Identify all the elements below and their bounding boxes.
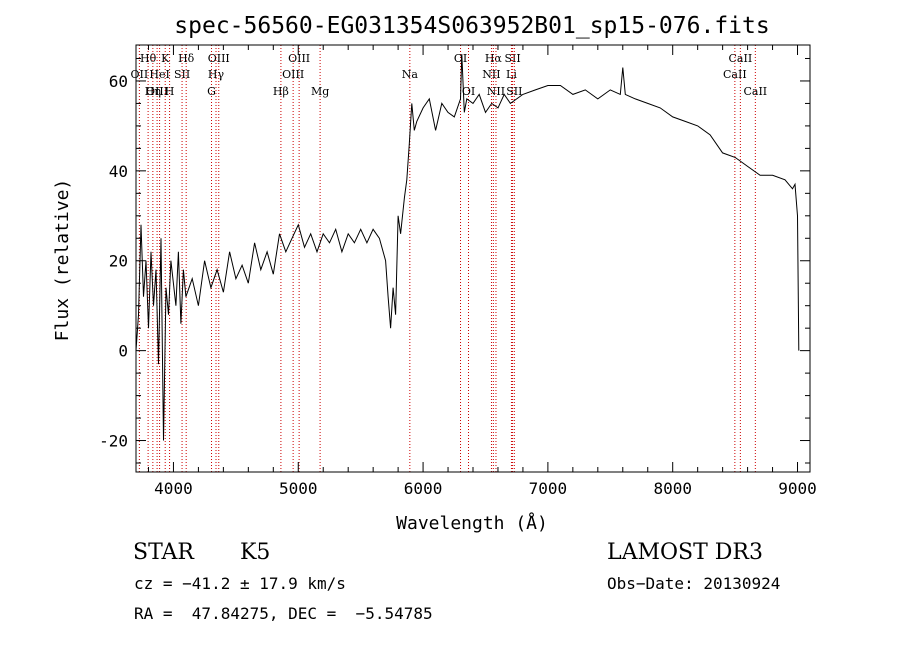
- line-marker-label: Hθ: [140, 52, 157, 65]
- line-marker-label: HeI: [149, 68, 169, 81]
- line-marker-label: G: [207, 85, 216, 98]
- line-marker-label: Mg: [311, 85, 329, 98]
- x-axis-label: Wavelength (Å): [396, 512, 548, 534]
- line-marker-label: NII: [482, 68, 500, 81]
- line-marker-label: NII: [487, 85, 505, 98]
- line-marker-label: Hβ: [273, 85, 289, 98]
- obs-date: Obs−Date: 20130924: [607, 574, 781, 593]
- y-tick-label: 20: [109, 252, 128, 271]
- line-marker-label: CaII: [743, 85, 767, 98]
- axis-ticks: 4000 5000 6000 7000 8000 9000 -20 0 20 40 60: [99, 45, 817, 498]
- x-tick-label: 6000: [404, 479, 443, 498]
- line-marker-label: CaII: [729, 52, 753, 65]
- line-marker-label: SII: [506, 85, 522, 98]
- line-marker-label: OIII: [146, 85, 168, 98]
- line-marker-label: Hδ: [178, 52, 195, 65]
- line-marker-label: OI: [462, 85, 475, 98]
- y-tick-label: 40: [109, 162, 128, 181]
- survey-name: LAMOST DR3: [607, 540, 763, 565]
- line-marker-label: H: [165, 85, 175, 98]
- x-tick-label: 8000: [653, 479, 692, 498]
- y-tick-label: 60: [109, 72, 128, 91]
- y-axis-label: Flux (relative): [52, 179, 73, 342]
- line-marker-label: CaII: [723, 68, 747, 81]
- line-marker-label: OIII: [282, 68, 304, 81]
- line-marker-label: Hη: [145, 85, 161, 98]
- line-marker-label: OII: [131, 68, 149, 81]
- plot-frame: [135, 44, 811, 473]
- y-tick-label: -20: [99, 432, 128, 451]
- coordinates: RA = 47.84275, DEC = −5.54785: [134, 604, 433, 623]
- chart-title: spec-56560-EG031354S063952B01_sp15-076.f…: [174, 13, 769, 39]
- line-marker-label: SII: [504, 52, 520, 65]
- line-marker-label: Hγ: [208, 68, 225, 81]
- line-marker-label: OI: [454, 52, 467, 65]
- redshift-text: cz = −41.2 ± 17.9 km/s: [134, 574, 346, 593]
- line-markers: Hθ OII OIII K HeI Hη H Hδ SII OIII Hγ G OIII OIII Hβ Mg…: [131, 45, 767, 472]
- object-class: STAR: [133, 540, 194, 565]
- spectrum-line: [135, 53, 800, 441]
- line-marker-label: Li: [506, 68, 517, 81]
- line-marker-label: Hα: [485, 52, 503, 65]
- line-marker-label: SII: [174, 68, 190, 81]
- x-tick-label: 7000: [529, 479, 568, 498]
- line-marker-label: OIII: [208, 52, 230, 65]
- x-tick-label: 4000: [154, 479, 193, 498]
- object-subclass: K5: [240, 540, 271, 565]
- x-tick-label: 9000: [778, 479, 817, 498]
- line-marker-label: Na: [402, 68, 419, 81]
- x-tick-label: 5000: [279, 479, 318, 498]
- line-marker-label: OIII: [288, 52, 310, 65]
- line-marker-label: K: [161, 52, 170, 65]
- y-tick-label: 0: [118, 342, 128, 361]
